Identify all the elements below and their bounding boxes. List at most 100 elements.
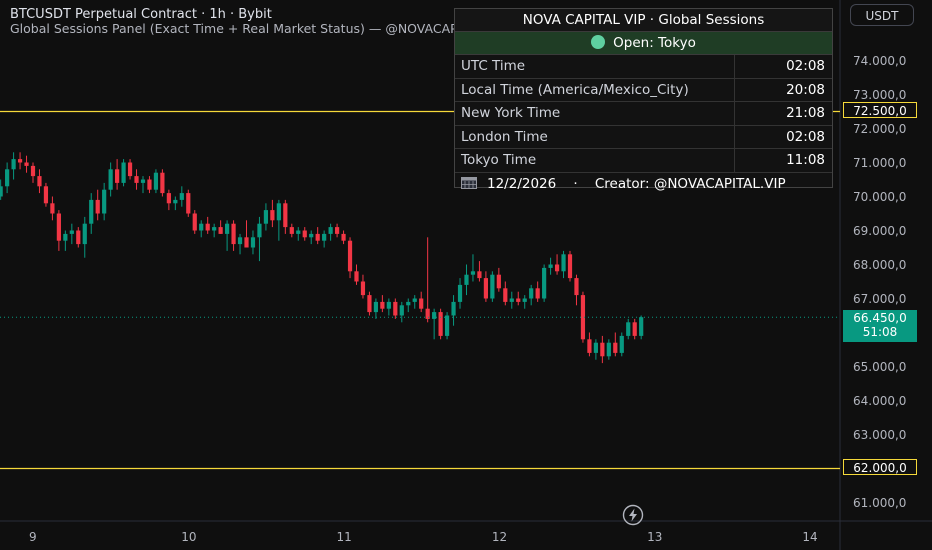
candle-down (580, 291, 586, 343)
panel-title: NOVA CAPITAL VIP · Global Sessions (455, 9, 832, 32)
x-tick-label: 13 (647, 530, 663, 544)
candle-up (464, 264, 469, 296)
candle-up (212, 223, 217, 238)
candle-body (270, 210, 275, 221)
candle-body (30, 165, 36, 177)
candle-body (179, 193, 184, 200)
y-tick-label: 71.000,0 (853, 155, 907, 170)
candle-body (50, 203, 55, 214)
candle-body (360, 281, 366, 296)
row-label: Tokyo Time (455, 149, 735, 172)
candle-down (17, 152, 23, 170)
panel-row-tokyo: Tokyo Time 11:08 (455, 149, 832, 173)
candle-body (147, 179, 152, 190)
candle-down (218, 220, 223, 234)
candle-body (328, 227, 333, 234)
footer-date: 12/2/2026 (487, 175, 557, 192)
row-label: UTC Time (455, 55, 735, 78)
candle-down (483, 271, 488, 302)
candle-down (315, 227, 320, 245)
y-tick-label: 63.000,0 (853, 427, 907, 442)
x-tick-label: 11 (336, 530, 352, 544)
y-tick-label: 72.000,0 (853, 121, 907, 136)
candle-up (309, 230, 314, 245)
candle-body (244, 237, 249, 248)
panel-footer: 12/2/2026 · Creator: @NOVACAPITAL.VIP (455, 173, 832, 195)
candle-up (225, 220, 230, 251)
candle-up (263, 203, 269, 231)
last-price-label: 66.450,0 51:08 (843, 310, 917, 342)
candle-body (593, 342, 598, 353)
sessions-panel: NOVA CAPITAL VIP · Global Sessions Open:… (454, 8, 833, 192)
candle-up (199, 220, 204, 238)
candle-down (147, 176, 152, 194)
candle-body (561, 254, 566, 272)
candle-down (503, 281, 508, 306)
candle-down (587, 332, 592, 357)
candle-body (231, 223, 236, 245)
candle-body (257, 223, 262, 238)
chart-title: BTCUSDT Perpetual Contract · 1h · Bybit (10, 7, 272, 22)
candle-body (457, 284, 463, 302)
candle-body (302, 230, 307, 238)
candle-body (186, 193, 191, 214)
candle-body (309, 233, 314, 238)
candle-body (121, 162, 126, 183)
row-value: 20:08 (786, 81, 825, 98)
candle-up (82, 216, 87, 258)
candle-down (160, 169, 165, 197)
candle-body (153, 172, 159, 190)
candle-down (425, 237, 430, 323)
candle-up (619, 332, 624, 357)
candle-body (406, 301, 411, 306)
panel-row-newyork: New York Time 21:08 (455, 102, 832, 126)
footer-creator: Creator: @NOVACAPITAL.VIP (594, 175, 786, 192)
candle-body (173, 199, 178, 204)
candle-down (56, 210, 61, 251)
candle-body (140, 179, 146, 183)
candle-up (140, 176, 146, 194)
candle-down (30, 162, 36, 183)
candle-up (257, 216, 262, 262)
candle-up (173, 196, 178, 211)
candle-down (341, 230, 346, 245)
candle-up (406, 298, 411, 313)
candle-body (115, 169, 120, 183)
candle-body (574, 278, 579, 296)
market-status: Open: Tokyo (455, 32, 832, 55)
candle-down (380, 295, 385, 313)
candle-up (153, 169, 159, 194)
candle-up (373, 298, 379, 319)
candle-body (496, 274, 501, 289)
panel-row-utc: UTC Time 02:08 (455, 55, 832, 79)
y-tick-label: 74.000,0 (853, 53, 907, 68)
candle-body (432, 312, 437, 319)
candle-up (561, 250, 566, 279)
candle-body (263, 210, 269, 224)
candle-down (289, 223, 294, 238)
candle-body (535, 288, 540, 299)
candle-up (529, 284, 534, 306)
candle-body (516, 298, 521, 302)
candle-down (367, 291, 372, 316)
candle-body (24, 162, 29, 166)
candle-body (276, 203, 281, 221)
candle-body (11, 159, 16, 170)
lightning-icon[interactable] (622, 504, 644, 526)
candle-body (69, 230, 74, 234)
candle-up (399, 301, 404, 323)
y-tick-label: 64.000,0 (853, 393, 907, 408)
candle-body (464, 274, 469, 285)
candle-body (354, 271, 359, 282)
candle-down (574, 274, 579, 306)
candle-body (237, 237, 243, 245)
candle-body (5, 169, 10, 187)
row-value: 21:08 (786, 105, 825, 121)
row-label: London Time (455, 125, 735, 148)
candle-down (115, 159, 120, 190)
candle-down (347, 237, 353, 279)
candle-body (218, 227, 223, 234)
candle-down (600, 335, 605, 364)
currency-button[interactable]: USDT (850, 4, 914, 26)
